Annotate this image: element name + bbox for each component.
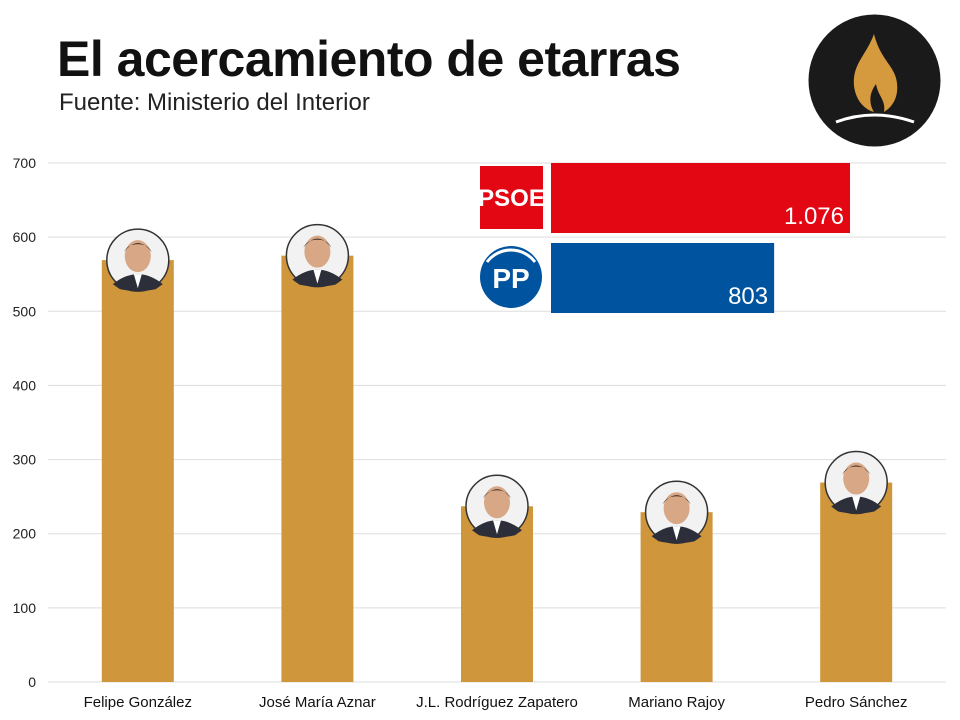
party-value-label: 803 xyxy=(728,283,768,310)
portrait-avatar xyxy=(465,474,529,539)
bar xyxy=(281,255,354,682)
portrait-avatar xyxy=(644,480,709,544)
y-tick-label: 700 xyxy=(13,155,37,171)
y-tick-label: 200 xyxy=(13,526,37,542)
y-tick-label: 300 xyxy=(13,452,37,468)
y-tick-label: 400 xyxy=(13,377,37,393)
party-bar xyxy=(551,163,850,233)
y-tick-label: 0 xyxy=(28,674,36,690)
portrait-avatar xyxy=(106,228,170,292)
party-totals: PSOE PP 1.076 803 xyxy=(478,163,850,313)
chart-subtitle: Fuente: Ministerio del Interior xyxy=(59,89,370,116)
x-category-label: José María Aznar xyxy=(259,694,376,711)
bar xyxy=(101,260,174,682)
party-value-label: 1.076 xyxy=(784,203,844,230)
svg-text:PSOE: PSOE xyxy=(478,185,545,212)
portrait-avatar xyxy=(285,223,350,288)
x-category-label: J.L. Rodríguez Zapatero xyxy=(416,694,578,711)
party-bar xyxy=(551,243,775,313)
pp-logo: PP xyxy=(480,246,542,308)
x-category-label: Felipe González xyxy=(84,694,192,711)
brand-logo xyxy=(808,14,941,147)
x-category-label: Mariano Rajoy xyxy=(628,694,725,711)
bar xyxy=(820,482,893,682)
chart-title: El acercamiento de etarras xyxy=(57,31,681,87)
y-tick-label: 500 xyxy=(13,303,37,319)
x-category-label: Pedro Sánchez xyxy=(805,694,908,711)
psoe-logo: PSOE xyxy=(478,166,545,229)
svg-text:PP: PP xyxy=(492,263,529,294)
y-tick-label: 100 xyxy=(13,600,37,616)
portrait-avatar xyxy=(824,450,888,515)
y-tick-label: 600 xyxy=(13,229,37,245)
